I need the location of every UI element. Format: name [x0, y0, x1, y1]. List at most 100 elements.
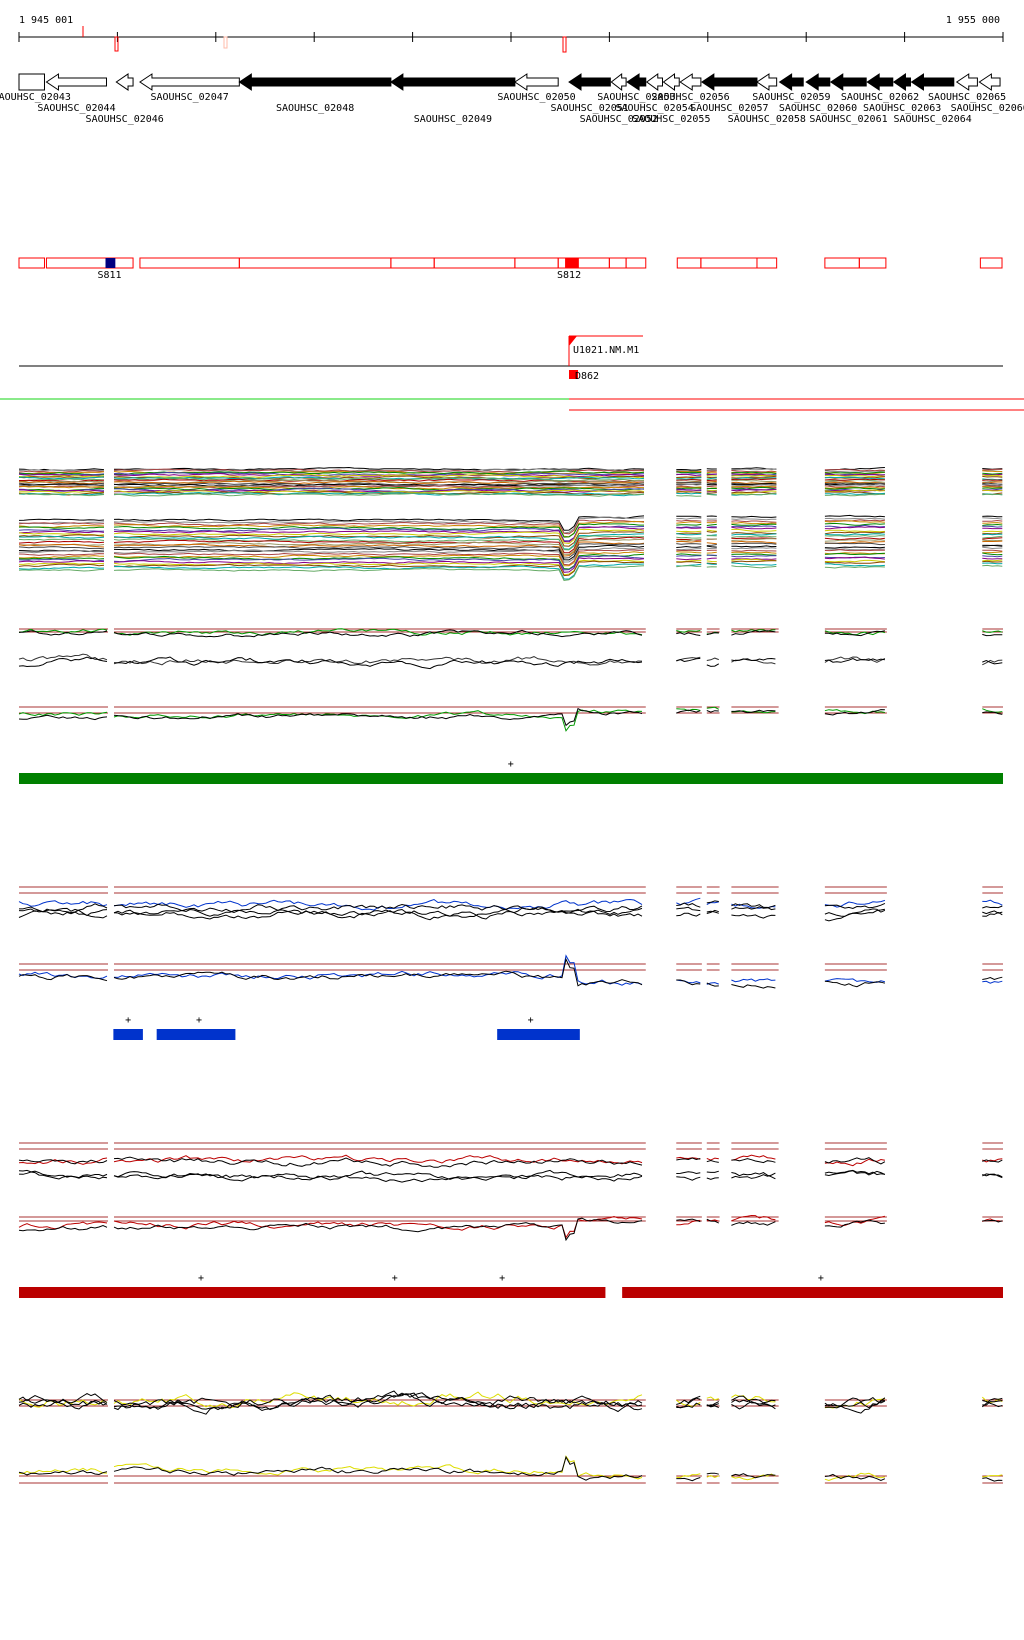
profile-line [18, 1214, 1003, 1239]
ruler-start-label: 1 945 001 [19, 15, 73, 26]
segment-feature [565, 258, 579, 268]
gene-label: SAOUHSC_02053 [597, 92, 675, 103]
gene-arrow [778, 73, 804, 91]
coverage-track [0, 398, 1024, 411]
gene-label: SAOUHSC_02061 [809, 114, 887, 125]
segment-box [824, 257, 860, 269]
segment-box [433, 257, 516, 269]
segment-box [700, 257, 758, 269]
transcript-block [569, 370, 579, 379]
gene-arrow [645, 73, 664, 91]
gene-label: SAOUHSC_02060 [779, 103, 857, 114]
gene-arrow [568, 73, 611, 91]
gene-arrow [513, 73, 559, 91]
gene-arrow [805, 73, 831, 91]
gene-arrow [238, 73, 392, 91]
gene-arrow [955, 73, 978, 91]
profile-line [18, 472, 1003, 478]
gene-arrow [389, 73, 516, 91]
gene-label: SAOUHSC_02046 [86, 114, 164, 125]
profile-line [18, 549, 1003, 566]
gene-label: SAOUHSC_02058 [728, 114, 806, 125]
gene-arrow [679, 73, 702, 91]
profile-line [18, 957, 1003, 989]
profile-line [18, 540, 1003, 557]
blue-condition-bar [497, 1029, 580, 1040]
segment-box [514, 257, 559, 269]
profile-line [18, 522, 1003, 538]
gene-label: SAOUHSC_02065 [928, 92, 1006, 103]
condition-mark: + [818, 1273, 824, 1284]
profile-line [18, 1392, 1003, 1410]
segment-feature-label: S812 [557, 270, 581, 281]
profile-line [18, 531, 1003, 547]
gene-arrow [626, 73, 647, 91]
segment-feature-label: S811 [97, 270, 121, 281]
profile-line [18, 524, 1003, 542]
gene-label: SAOUHSC_02044 [37, 103, 115, 114]
condition-mark: + [196, 1015, 202, 1026]
profile-line [18, 907, 1003, 922]
blue-condition-bar [156, 1029, 236, 1040]
condition-mark: + [125, 1015, 131, 1026]
gene-label: SAOUHSC_02049 [414, 114, 492, 125]
profile-line [18, 1154, 1003, 1167]
condition-mark: + [528, 1015, 534, 1026]
transcript-track: U1021.NM.M1 D862 [19, 335, 1003, 382]
gene-label: SAOUHSC_02057 [690, 103, 768, 114]
profile-line [18, 1217, 1003, 1242]
profile-line [18, 556, 1003, 573]
red-condition-bar [622, 1287, 1003, 1298]
blue-condition-bar [113, 1029, 143, 1040]
gene-label: SAOUHSC_02064 [893, 114, 971, 125]
gene-arrow [892, 73, 911, 91]
gene-label: SAOUHSC_02062 [841, 92, 919, 103]
profile-line [18, 542, 1003, 559]
ruler-marker [114, 36, 119, 52]
segment-box [18, 257, 45, 269]
condition-mark: + [198, 1273, 204, 1284]
ruler-end-label: 1 955 000 [946, 15, 1000, 26]
gene-arrow [610, 72, 627, 92]
profile-line [18, 1169, 1003, 1182]
gene-arrow [662, 73, 680, 91]
gene-arrow [45, 73, 107, 91]
profile-line [18, 560, 1003, 577]
gene-label: SAOUHSC_02066 [951, 103, 1024, 114]
profile-line [18, 534, 1003, 551]
condition-mark: + [499, 1273, 505, 1284]
ruler-marker [223, 36, 228, 49]
gene-label: SAOUHSC_02047 [151, 92, 229, 103]
profile-line [19, 629, 1003, 638]
profile-line [18, 526, 1003, 543]
profile-line [18, 564, 1003, 581]
profile-line [18, 954, 1003, 986]
gene-label: SAOUHSC_02050 [497, 92, 575, 103]
condition-bars: + + + + + + + + [19, 759, 1003, 1298]
profile-line [19, 900, 1003, 914]
transcript-start-marker [569, 336, 578, 346]
segment-box [858, 257, 887, 269]
condition-mark: + [392, 1273, 398, 1284]
profile-line [18, 492, 1003, 497]
gene-label: SAOUHSC_02051 [551, 103, 629, 114]
profile-line [18, 519, 1003, 535]
profile-line [18, 707, 1003, 727]
gene-label: SAOUHSC_02052 [580, 114, 658, 125]
segment-box [625, 257, 647, 269]
gene-label: SAOUHSC_02059 [752, 92, 830, 103]
profile-line [18, 1169, 1003, 1183]
profile-line [18, 1455, 1003, 1482]
segment-feature [105, 258, 116, 268]
green-condition-bar [19, 773, 1003, 784]
profile-line [18, 558, 1003, 576]
gene-label: SAOUHSC_02056 [651, 92, 729, 103]
profile-line [18, 1455, 1003, 1482]
gene-label: SAOUHSC_02048 [276, 103, 354, 114]
profile-line [18, 516, 1003, 534]
gene-arrow [910, 73, 955, 91]
segment-box [238, 257, 392, 269]
gene-arrow [700, 73, 758, 91]
gene-label: SAOUHSC_02054 [615, 103, 693, 114]
